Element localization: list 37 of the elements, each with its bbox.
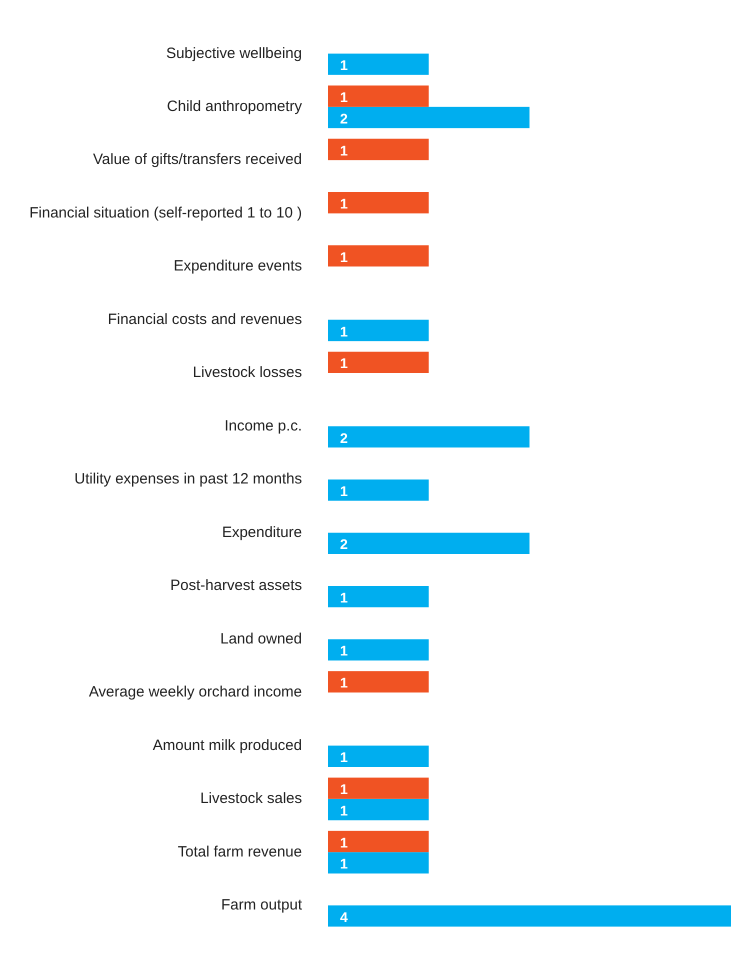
data-label: 1 bbox=[340, 142, 348, 158]
y-tick-label: Farm output bbox=[221, 896, 303, 914]
data-label: 1 bbox=[340, 674, 348, 691]
y-tick-label: Financial situation (self-reported 1 to 10 ) bbox=[29, 204, 302, 222]
data-label: 1 bbox=[340, 856, 348, 872]
y-tick-label: Utility expenses in past 12 months bbox=[74, 470, 302, 488]
y-tick-label: Financial costs and revenues bbox=[108, 310, 302, 328]
y-tick-label: Livestock losses bbox=[192, 364, 302, 382]
data-label: 1 bbox=[340, 196, 348, 212]
y-tick-label: Subjective wellbeing bbox=[166, 44, 302, 62]
data-label: 1 bbox=[340, 834, 348, 850]
y-tick-label: Post-harvest assets bbox=[170, 577, 302, 594]
y-tick-label: Child anthropometry bbox=[166, 98, 302, 115]
y-tick-label: Value of gifts/transfers received bbox=[93, 151, 302, 168]
data-label: 1 bbox=[340, 781, 348, 798]
data-label: 1 bbox=[340, 802, 348, 818]
data-label: 1 bbox=[340, 57, 348, 74]
data-label: 4 bbox=[340, 908, 348, 925]
y-tick-label: Land owned bbox=[220, 630, 302, 648]
data-label: 1 bbox=[340, 323, 348, 340]
y-tick-label: Total farm revenue bbox=[178, 843, 302, 860]
y-tick-label: Amount milk produced bbox=[152, 736, 302, 754]
data-label: 2 bbox=[340, 110, 348, 126]
data-label: 1 bbox=[340, 642, 348, 659]
data-label: 2 bbox=[340, 536, 348, 552]
data-label: 2 bbox=[340, 430, 348, 446]
y-tick-label: Average weekly orchard income bbox=[88, 684, 302, 701]
y-tick-label: Livestock sales bbox=[200, 790, 302, 808]
y-tick-label: Expenditure events bbox=[174, 258, 302, 275]
y-tick-label: Income p.c. bbox=[224, 417, 302, 434]
data-label: 1 bbox=[340, 749, 348, 766]
data-label: 1 bbox=[340, 248, 348, 265]
y-tick-label: Expenditure bbox=[222, 524, 302, 541]
data-label: 1 bbox=[340, 355, 348, 372]
data-label: 1 bbox=[340, 483, 348, 500]
data-label: 1 bbox=[340, 589, 348, 606]
data-label: 1 bbox=[340, 89, 348, 106]
